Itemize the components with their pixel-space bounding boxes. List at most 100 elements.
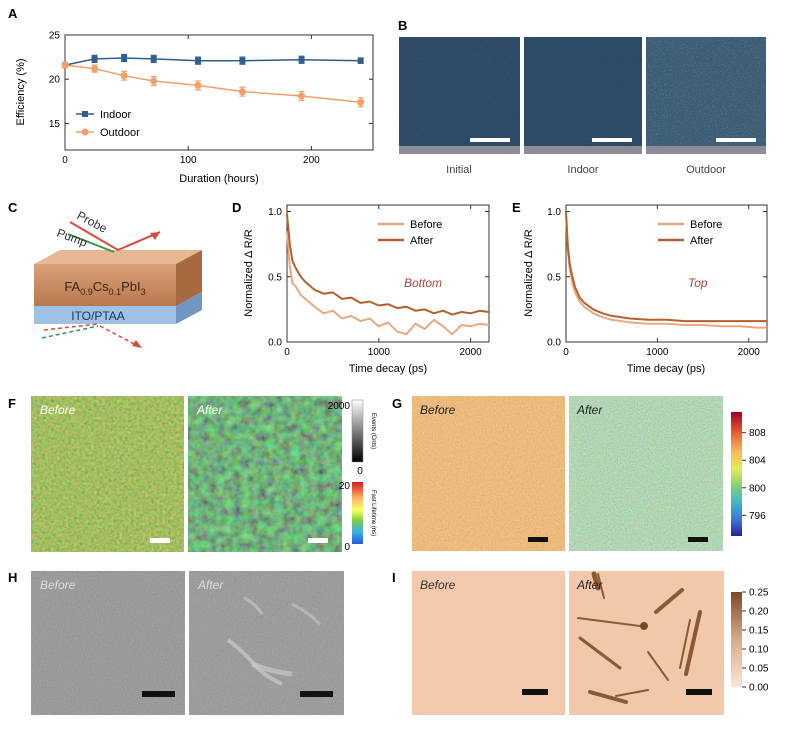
map-label-after: After bbox=[576, 403, 603, 417]
efficiency-chart: 0 100 200 15 20 25 Duration (hours) Efficienc… bbox=[15, 31, 374, 185]
axes: 0 1000 2000 0.0 0.5 1.0 bbox=[268, 205, 489, 358]
data-point bbox=[150, 55, 157, 62]
map-label-before: Before bbox=[40, 403, 76, 417]
annotation-bottom: Bottom bbox=[404, 276, 442, 290]
device-schematic: FA0.9Cs0.1PbI3 ITO/PTAA Probe Pump bbox=[34, 208, 202, 348]
decay-chart-top: 0 1000 2000 0.0 0.5 1.0 Time decay (ps) Norma… bbox=[523, 204, 768, 375]
legend-label-before: Before bbox=[410, 219, 442, 231]
panel-label-a: A bbox=[8, 6, 18, 21]
panel-label-i: I bbox=[392, 570, 396, 585]
panel-label-f: F bbox=[8, 396, 16, 411]
map-g-before: Before bbox=[412, 396, 565, 551]
probe-beam-in bbox=[69, 221, 119, 251]
colorbar-tick: 0.15 bbox=[749, 626, 769, 637]
legend: Indoor Outdoor bbox=[76, 109, 140, 139]
photo-outdoor bbox=[646, 37, 766, 154]
x-tick-label: 1000 bbox=[646, 347, 669, 358]
probe-beam-bottom bbox=[43, 323, 99, 331]
series-line-indoor bbox=[64, 57, 361, 66]
sem-after: After bbox=[189, 571, 344, 715]
scale-bar bbox=[686, 689, 712, 695]
probe-arrowhead bbox=[150, 232, 160, 240]
series-line-after bbox=[286, 214, 490, 316]
x-tick-label: 0 bbox=[62, 155, 68, 166]
axes: 0 100 200 15 20 25 bbox=[49, 31, 373, 166]
series-line-outdoor bbox=[64, 64, 361, 103]
legend: Before After bbox=[378, 219, 442, 247]
data-point bbox=[298, 92, 306, 100]
layer-fa-top bbox=[34, 250, 202, 264]
colorbar-tick: 800 bbox=[749, 483, 766, 494]
y-tick-label: 0.5 bbox=[547, 272, 561, 283]
colorbar-ticks: 0.25 0.20 0.15 0.10 0.05 0.00 bbox=[742, 588, 769, 694]
plot-frame bbox=[286, 204, 490, 343]
colorbar-g: 808 804 800 796 bbox=[731, 412, 766, 536]
x-tick-label: 2000 bbox=[738, 347, 761, 358]
legend-label-before: Before bbox=[690, 219, 722, 231]
layer-label-ito: ITO/PTAA bbox=[71, 309, 125, 323]
probe-label: Probe bbox=[75, 208, 110, 236]
x-tick-label: 0 bbox=[563, 347, 569, 358]
y-tick-label: 25 bbox=[49, 31, 61, 42]
photo-label-outdoor: Outdoor bbox=[686, 164, 726, 176]
sem-label-after: After bbox=[197, 578, 224, 592]
legend-marker-outdoor bbox=[81, 128, 89, 136]
map-f-before: Before bbox=[31, 396, 184, 552]
x-axis-label: Time decay (ps) bbox=[627, 363, 705, 375]
colorbar-tick: 0.10 bbox=[749, 645, 769, 656]
photo-indoor bbox=[524, 37, 642, 154]
colorbar-tick: 804 bbox=[749, 456, 766, 467]
optical-label-after: After bbox=[576, 578, 603, 592]
colorbar-tick: 20 bbox=[339, 481, 351, 492]
colorbar-tick: 0 bbox=[357, 466, 363, 477]
colorbar-tick: 2000 bbox=[328, 401, 351, 412]
y-tick-label: 20 bbox=[49, 75, 61, 86]
legend-marker-indoor bbox=[82, 111, 88, 117]
colorbar-events: 2000 0 Events (Cnts) bbox=[328, 399, 376, 477]
legend-label-outdoor: Outdoor bbox=[100, 127, 140, 139]
colorbar-tick: 0 bbox=[344, 542, 350, 553]
scale-bar bbox=[142, 691, 175, 697]
panel-label-d: D bbox=[232, 200, 241, 215]
y-tick-label: 0.0 bbox=[547, 338, 561, 349]
panel-label-c: C bbox=[8, 200, 18, 215]
y-tick-label: 0.0 bbox=[268, 338, 282, 349]
colorbar-tick: 0.05 bbox=[749, 664, 769, 675]
pl-maps: Before After 808 804 800 796 bbox=[412, 396, 766, 551]
photo-label-initial: Initial bbox=[446, 164, 472, 176]
legend-label-after: After bbox=[410, 235, 434, 247]
optical-after: After bbox=[569, 571, 724, 715]
map-label-after: After bbox=[196, 403, 223, 417]
map-g-after: After bbox=[569, 396, 723, 551]
colorbar-tick: 0.25 bbox=[749, 588, 769, 599]
data-point bbox=[91, 55, 98, 62]
optical-before: Before bbox=[412, 571, 565, 715]
pump-beam-in bbox=[67, 233, 115, 253]
legend-label-indoor: Indoor bbox=[100, 109, 132, 121]
x-tick-label: 1000 bbox=[368, 347, 391, 358]
decay-chart-bottom: 0 1000 2000 0.0 0.5 1.0 Time decay (ps) Norma… bbox=[243, 204, 490, 375]
scale-bar bbox=[716, 138, 756, 142]
data-point bbox=[121, 55, 128, 61]
colorbar-label: Fast Lifetime (ns) bbox=[370, 490, 376, 536]
data-point bbox=[357, 98, 365, 106]
series-marks bbox=[565, 211, 767, 329]
colorbar-tick: 0.20 bbox=[749, 607, 769, 618]
scale-bar bbox=[308, 538, 328, 543]
lifetime-maps: Before After 2000 0 Events (Cnts) 20 0 F… bbox=[31, 396, 376, 553]
scale-bar bbox=[522, 689, 548, 695]
x-axis-label: Duration (hours) bbox=[179, 173, 258, 185]
sem-before: Before bbox=[31, 571, 185, 715]
x-tick-label: 200 bbox=[303, 155, 320, 166]
layer-fa-front bbox=[34, 264, 176, 306]
scale-bar bbox=[470, 138, 510, 142]
panel-label-e: E bbox=[512, 200, 521, 215]
sem-images: Before After bbox=[31, 571, 344, 715]
x-tick-label: 0 bbox=[284, 347, 290, 358]
legend: Before After bbox=[658, 219, 722, 247]
layer-fa-side bbox=[176, 250, 202, 306]
map-f-after: After bbox=[188, 396, 342, 552]
pump-beam-bottom bbox=[41, 325, 99, 339]
layer-ito-side bbox=[176, 292, 202, 324]
